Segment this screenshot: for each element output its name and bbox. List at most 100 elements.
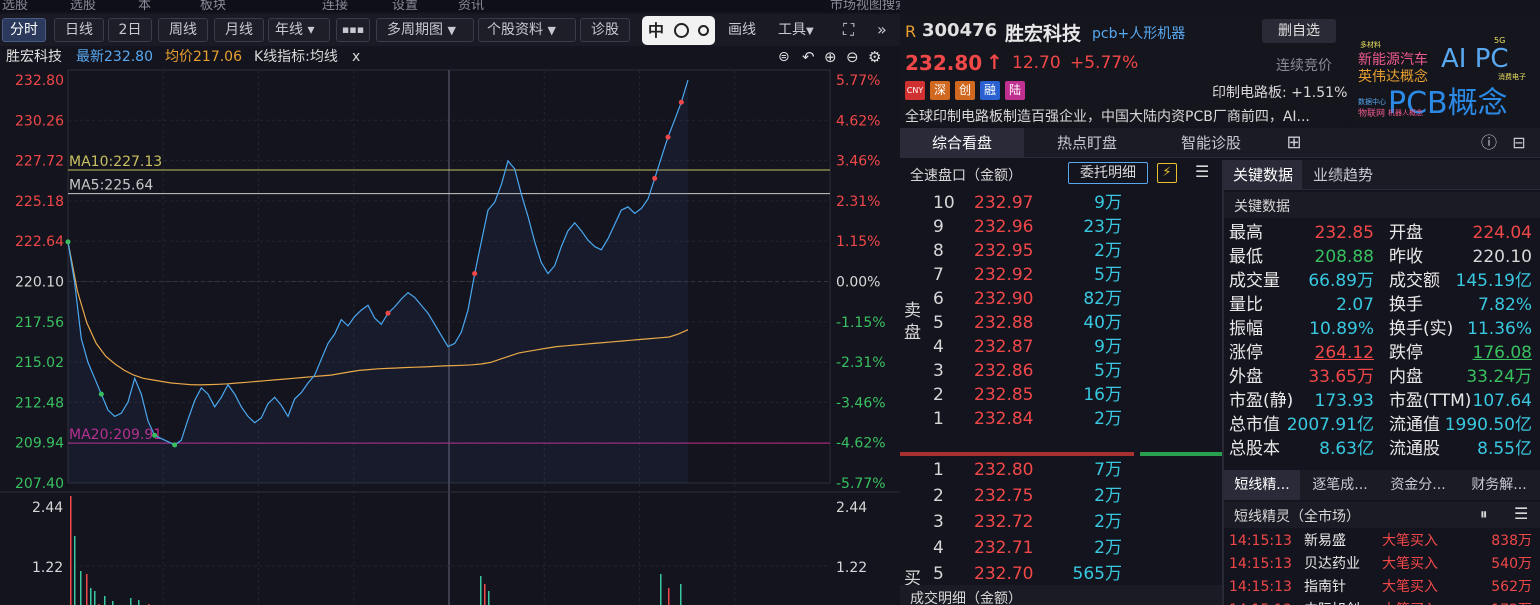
tab-daily[interactable]: 日线 <box>54 18 104 42</box>
price-tick-label: 227.72 <box>15 154 64 170</box>
chart-grid <box>67 69 831 605</box>
tab-tick-trades[interactable]: 逐笔成... <box>1312 477 1368 493</box>
menu-item[interactable]: 本 <box>138 0 152 12</box>
menu-item[interactable]: 选股 <box>2 0 29 12</box>
key-data-header: 关键数据 <box>1224 192 1540 218</box>
tab-smart-diagnose[interactable]: 智能诊股 <box>1180 134 1241 152</box>
concept-tag[interactable]: AI PC <box>1441 44 1509 74</box>
more-icon[interactable]: ▪▪▪ <box>336 18 370 42</box>
tab-monthly[interactable]: 月线 <box>214 18 264 42</box>
volume-bar <box>80 571 82 605</box>
diagnose-button[interactable]: 诊股 <box>580 18 630 42</box>
menu-item[interactable]: 连接 <box>322 0 349 12</box>
ask-row[interactable]: 2 232.85 16万 <box>900 383 1222 407</box>
ask-row[interactable]: 4 232.87 9万 <box>900 335 1222 359</box>
price-axis: 232.80 230.26 227.72 225.18 222.64 220.10 217.… <box>15 73 64 492</box>
bid-row[interactable]: 2 232.75 2万 <box>900 484 1222 508</box>
row-type: 大笔买入 <box>1382 579 1438 595</box>
trade-marker <box>665 134 671 140</box>
ask-row[interactable]: 9 232.96 23万 <box>900 215 1222 239</box>
concept-tag[interactable]: 物联网 <box>1358 109 1386 119</box>
cny-badge: CNY <box>905 81 925 100</box>
concept-tag[interactable]: 多材料 <box>1360 41 1381 49</box>
key-data-value: 176.08 <box>1472 343 1532 363</box>
bid-row[interactable]: 4 232.71 2万 <box>900 536 1222 560</box>
short-line-row[interactable]: 14:15:13 指南针 大笔买入 562万 <box>1224 576 1540 598</box>
zoom-out-icon[interactable]: ⊖ <box>846 48 859 66</box>
concept-tag[interactable]: 机器人概念 <box>1388 109 1423 117</box>
menu-item[interactable]: 资讯 <box>458 0 485 12</box>
multi-period-label: 多周期图 <box>387 22 443 38</box>
tab-key-data[interactable]: 关键数据 <box>1224 160 1302 190</box>
deal-detail-title: 成交明细（金额） <box>910 591 1022 605</box>
tools-dropdown[interactable]: 工具▼ <box>778 18 814 42</box>
lightning-icon[interactable]: ⚡ <box>1157 163 1177 183</box>
menu-item[interactable]: 市场视图搜索 <box>830 0 900 12</box>
tab-overview[interactable]: 综合看盘 <box>900 128 1024 158</box>
ask-row[interactable]: 6 232.90 82万 <box>900 287 1222 311</box>
tab-2day[interactable]: 2日 <box>108 18 152 42</box>
menu-item[interactable]: 选股 <box>70 0 97 12</box>
indicator-label[interactable]: K线指标:均线 <box>254 49 338 65</box>
volume-tick-label: 2.44 <box>32 500 63 516</box>
menu-icon[interactable]: ☰ <box>1195 162 1210 181</box>
concept-tag[interactable]: 新能源汽车 <box>1358 52 1428 68</box>
menu-icon[interactable]: ☰ <box>1514 504 1529 523</box>
stock-profile-dropdown[interactable]: 个股资料 ▼ <box>478 18 576 42</box>
buy-side-label: 买 <box>904 569 921 589</box>
tab-intraday[interactable]: 分时 <box>2 18 46 42</box>
deal-detail-header[interactable]: 成交明细（金额） <box>900 585 1222 605</box>
ask-row[interactable]: 3 232.86 5万 <box>900 359 1222 383</box>
ask-row[interactable]: 5 232.88 40万 <box>900 311 1222 335</box>
currency-icon[interactable]: ⊜ <box>778 49 790 65</box>
ask-row[interactable]: 8 232.95 2万 <box>900 239 1222 263</box>
help-icon[interactable]: ⓘ <box>1480 133 1497 152</box>
bid-row[interactable]: 3 232.72 2万 <box>900 510 1222 534</box>
up-arrow-icon: ↑ <box>986 50 1003 74</box>
draw-line-button[interactable]: 画线 <box>728 22 756 38</box>
add-tab-icon[interactable]: ⊞ <box>1286 132 1302 153</box>
tab-financials[interactable]: 财务解... <box>1471 477 1527 493</box>
fullscreen-icon[interactable]: ⛶ <box>843 20 855 39</box>
short-line-row[interactable]: 14:15:13 中际旭创 大笔买入 172万 <box>1224 599 1540 605</box>
mode-toggle[interactable]: 中 <box>642 16 715 45</box>
remove-watchlist-button[interactable]: 删自选 <box>1262 19 1336 43</box>
bid-row[interactable]: 5 232.70 565万 <box>900 562 1222 586</box>
ask-row[interactable]: 1 232.84 2万 <box>900 407 1222 431</box>
concept-tag[interactable]: 数据中心 <box>1358 98 1386 106</box>
short-line-row[interactable]: 14:15:13 贝达药业 大笔买入 540万 <box>1224 553 1540 575</box>
key-data-value: 107.64 <box>1472 391 1532 411</box>
concept-tag[interactable]: 消费电子 <box>1498 73 1526 81</box>
undo-icon[interactable]: ↶ <box>802 48 815 66</box>
tab-fund-flow[interactable]: 资金分... <box>1390 477 1446 493</box>
expand-right-icon[interactable]: » <box>877 20 887 39</box>
tab-weekly[interactable]: 周线 <box>158 18 208 42</box>
sector-label[interactable]: 印制电路板: +1.51% <box>1212 85 1348 101</box>
key-data-value: 145.19亿 <box>1455 271 1532 291</box>
tab-short-line[interactable]: 短线精... <box>1224 470 1300 500</box>
bid-row[interactable]: 1 232.80 7万 <box>900 458 1222 482</box>
tab-hotspot[interactable]: 热点盯盘 <box>1056 134 1117 152</box>
concept-tag[interactable]: 5G <box>1494 36 1506 45</box>
concept-tag[interactable]: PCB概念 <box>1388 86 1508 121</box>
multi-period-dropdown[interactable]: 多周期图 ▼ <box>376 18 474 42</box>
trade-markers <box>65 99 684 448</box>
zoom-in-icon[interactable]: ⊕ <box>824 48 837 66</box>
key-data-value: 33.65万 <box>1308 367 1374 387</box>
row-type: 大笔买入 <box>1382 556 1438 572</box>
tab-earnings-trend[interactable]: 业绩趋势 <box>1312 166 1373 184</box>
tab-yearly[interactable]: 年线 ▾ <box>268 18 330 42</box>
layout-icon[interactable]: ⊟ <box>1512 133 1526 152</box>
intraday-chart[interactable]: 232.80 230.26 227.72 225.18 222.64 220.10 217.… <box>0 68 900 605</box>
entrust-detail-button[interactable]: 委托明细 <box>1068 162 1148 184</box>
pause-icon[interactable]: ⏸ <box>1480 505 1488 523</box>
concept-tag[interactable]: 英伟达概念 <box>1358 69 1428 85</box>
menu-item[interactable]: 板块 <box>200 0 227 12</box>
stock-tags[interactable]: pcb+人形机器 <box>1092 26 1186 42</box>
short-line-row[interactable]: 14:15:13 新易盛 大笔买入 838万 <box>1224 530 1540 552</box>
ask-row[interactable]: 7 232.92 5万 <box>900 263 1222 287</box>
ask-row[interactable]: 10 232.97 9万 <box>900 191 1222 215</box>
menu-item[interactable]: 设置 <box>392 0 419 12</box>
close-indicator-button[interactable]: x <box>352 49 361 65</box>
gear-icon[interactable]: ⚙ <box>868 48 882 66</box>
